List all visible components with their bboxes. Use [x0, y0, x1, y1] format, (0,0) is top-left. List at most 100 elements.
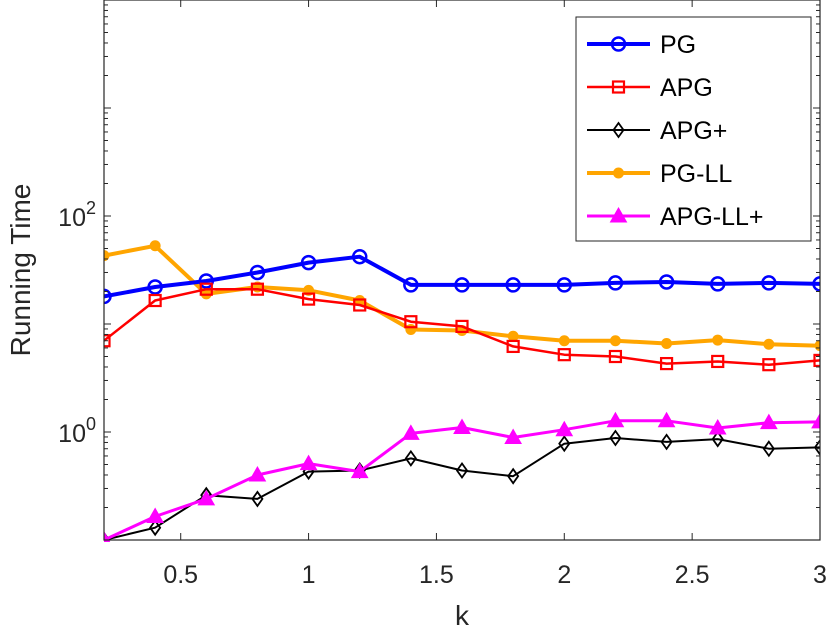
axes — [103, 0, 821, 541]
data-point-apg-ll-plus — [350, 462, 369, 479]
data-point-apg-plus — [609, 429, 622, 447]
data-point-pg-ll — [609, 335, 621, 347]
data-point-apg — [608, 349, 623, 364]
data-point-apg — [813, 353, 820, 368]
x-tick-label: 2 — [557, 561, 571, 589]
legend-item-pg-ll[interactable]: PG-LL — [587, 160, 732, 188]
data-point-apg — [455, 319, 469, 334]
data-point-pg — [351, 248, 368, 265]
data-point-pg — [300, 254, 317, 271]
data-point-apg-ll-plus — [197, 489, 216, 506]
data-point-pg — [147, 279, 163, 295]
data-point-apg-plus — [455, 461, 469, 480]
data-point-apg-plus — [251, 490, 264, 508]
x-axis-ticks: 0.5 1 1.5 2 2.5 3 — [163, 0, 827, 589]
data-point-apg-ll-plus — [708, 418, 727, 435]
data-point-apg-plus — [660, 433, 673, 451]
data-point-pg — [454, 277, 470, 293]
legend-marker-apg — [611, 80, 626, 94]
data-point-apg — [557, 348, 571, 362]
x-tick-label: 1 — [302, 561, 316, 589]
data-point-pg-ll — [763, 338, 775, 350]
series-apg-ll-plus — [104, 411, 820, 542]
data-point-apg — [404, 315, 418, 329]
legend-item-apg-plus[interactable]: APG+ — [587, 117, 727, 145]
data-point-pg — [505, 277, 521, 293]
data-point-apg-plus — [813, 438, 820, 456]
legend-marker-pg — [610, 36, 627, 52]
series-apg-plus — [104, 429, 820, 542]
y-tick-label: 102 — [58, 198, 96, 232]
data-point-apg-plus — [558, 435, 571, 453]
legend-item-pg[interactable]: PG — [587, 31, 696, 59]
data-point-apg-ll-plus — [657, 411, 676, 428]
data-point-pg-ll — [661, 337, 673, 349]
data-point-apg — [250, 282, 265, 296]
data-point-pg-ll — [405, 323, 417, 335]
data-point-apg-ll-plus — [555, 420, 574, 437]
series-layer — [104, 240, 820, 542]
data-point-apg — [199, 282, 213, 296]
data-point-apg-ll-plus — [401, 424, 420, 440]
data-point-pg — [709, 276, 726, 292]
series-line-apg-plus — [104, 437, 820, 541]
data-point-apg-plus — [507, 467, 520, 485]
data-point-apg — [104, 334, 111, 348]
data-point-apg-plus — [762, 440, 775, 458]
data-point-apg-ll-plus — [146, 507, 165, 524]
data-point-pg — [812, 276, 820, 292]
data-point-apg-ll-plus — [811, 412, 820, 429]
x-tick-label: 1.5 — [419, 561, 454, 589]
legend-label-apg-plus: APG+ — [660, 117, 727, 145]
data-point-pg — [658, 274, 675, 290]
y-axis-ticks: 100 102 — [58, 4, 820, 541]
data-point-pg — [104, 288, 112, 305]
legend-label-apg: APG — [660, 74, 713, 102]
data-point-apg — [762, 358, 776, 372]
series-line-apg — [104, 287, 820, 366]
data-point-pg — [403, 277, 419, 293]
data-point-pg — [198, 273, 215, 289]
x-tick-label: 0.5 — [163, 561, 198, 589]
legend-marker-pg-ll — [613, 167, 624, 179]
data-point-apg-ll-plus — [504, 428, 523, 444]
data-point-apg — [353, 298, 367, 312]
x-tick-label: 3 — [813, 561, 827, 589]
data-point-apg-ll-plus — [606, 411, 625, 428]
data-point-apg-ll-plus — [759, 413, 778, 430]
data-point-apg — [301, 292, 316, 306]
data-point-apg — [506, 339, 520, 354]
data-point-apg-plus — [711, 430, 724, 448]
data-point-pg — [249, 264, 266, 281]
data-point-pg-ll — [712, 334, 724, 346]
data-point-apg-plus — [149, 519, 162, 537]
legend-label-apg-ll-plus: APG-LL+ — [660, 203, 764, 231]
legend-marker-apg-plus — [612, 121, 625, 139]
data-point-pg — [556, 277, 573, 293]
data-point-apg-ll-plus — [453, 418, 471, 435]
legend-item-apg-ll-plus[interactable]: APG-LL+ — [587, 203, 764, 231]
data-point-apg — [148, 293, 162, 308]
data-point-apg — [711, 354, 725, 369]
legend-item-apg[interactable]: APG — [587, 74, 713, 102]
data-point-pg — [607, 275, 624, 291]
plot-frame — [103, 0, 821, 541]
legend-label-pg-ll: PG-LL — [660, 160, 732, 188]
data-point-apg — [659, 356, 674, 371]
data-point-apg-plus — [404, 449, 417, 467]
data-point-pg-ll — [558, 335, 570, 347]
legend[interactable]: PG APG APG+ PG-LL APG-LL+ — [575, 16, 812, 242]
data-point-apg-ll-plus — [299, 454, 318, 471]
y-tick-label: 100 — [58, 414, 96, 448]
data-point-pg-ll — [507, 330, 519, 342]
data-point-pg-ll — [149, 240, 161, 252]
x-axis-label: k — [455, 600, 470, 631]
series-pg — [104, 248, 820, 305]
legend-marker-apg-ll-plus — [609, 206, 628, 223]
y-axis-label: Running Time — [5, 184, 36, 357]
series-line-pg — [104, 254, 820, 299]
data-point-pg-ll — [104, 250, 110, 262]
data-point-apg-ll-plus — [248, 465, 267, 482]
data-point-pg — [761, 275, 777, 291]
